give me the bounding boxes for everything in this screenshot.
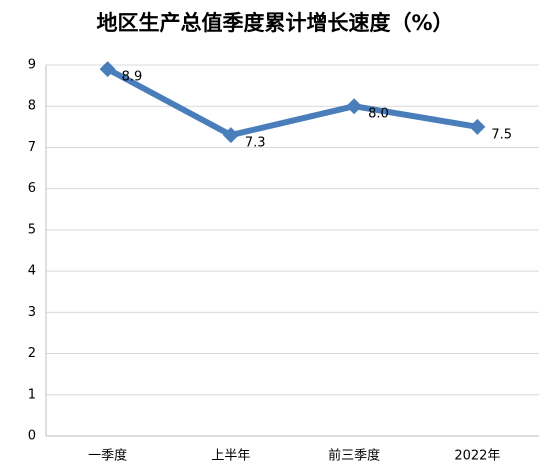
y-tick-label: 0: [28, 429, 36, 444]
data-label: 7.5: [491, 127, 512, 142]
y-tick-label: 7: [28, 140, 36, 155]
y-tick-label: 9: [28, 58, 36, 73]
y-tick-label: 1: [28, 387, 36, 402]
y-tick-label: 4: [28, 264, 36, 279]
x-tick-label: 前三季度: [328, 448, 380, 464]
marker: [222, 127, 239, 144]
y-tick-label: 8: [28, 99, 36, 114]
x-tick-label: 上半年: [211, 449, 250, 464]
y-tick-label: 2: [28, 346, 36, 361]
marker: [346, 98, 363, 115]
line: [106, 66, 478, 139]
data-label: 8.9: [122, 70, 143, 85]
y-tick-label: 5: [28, 222, 36, 237]
x-tick-label: 一季度: [88, 448, 127, 464]
y-tick-label: 3: [28, 305, 36, 320]
x-tick-label: 2022年: [454, 449, 500, 464]
data-label: 7.3: [245, 136, 266, 151]
data-label: 8.0: [368, 107, 389, 122]
marker: [99, 61, 116, 78]
chart-title: 地区生产总值季度累计增长速度（%）: [96, 11, 453, 35]
y-tick-label: 6: [28, 181, 36, 196]
marker: [469, 118, 486, 135]
